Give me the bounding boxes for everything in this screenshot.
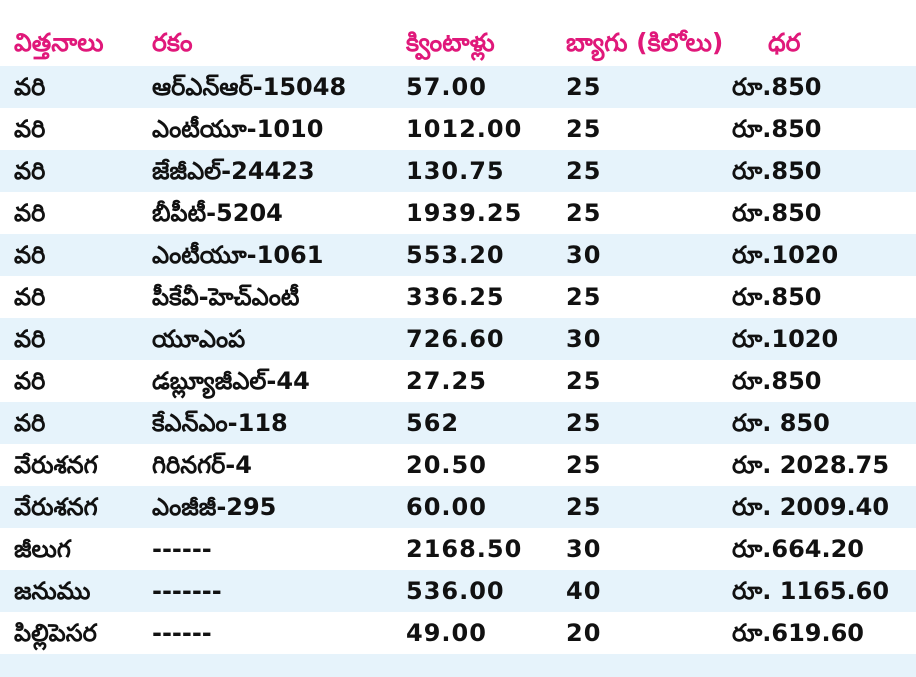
table-row: వరి కేఎన్ఎం-118 562 25 రూ. 850 (0, 402, 916, 444)
cell-seed: జనుము (14, 577, 91, 605)
table-row: వరి పీకేవీ-హెచ్ఎంటీ 336.25 25 రూ.850 (0, 276, 916, 318)
cell-seed: వరి (14, 367, 46, 395)
cell-price: రూ.850 (732, 283, 822, 311)
header-price: ధర (768, 28, 801, 57)
cell-price: రూ. 2009.40 (732, 493, 890, 521)
cell-variety: ------ (152, 619, 212, 647)
table-body: వరి ఆర్ఎన్ఆర్-15048 57.00 25 రూ.850 వరి … (0, 66, 916, 654)
cell-seed: జీలుగ (14, 535, 71, 563)
cell-price: రూ.850 (732, 199, 822, 227)
cell-variety: గిరినగర్-4 (152, 451, 252, 479)
cell-price: రూ.850 (732, 157, 822, 185)
cell-quintals: 562 (406, 409, 460, 437)
table-row: జీలుగ ------ 2168.50 30 రూ.664.20 (0, 528, 916, 570)
cell-bags: 30 (566, 535, 602, 563)
cell-variety: డబ్ల్యూజీఎల్-44 (152, 367, 310, 395)
cell-seed: వరి (14, 115, 46, 143)
cell-variety: యూఎంప (152, 325, 246, 353)
cell-quintals: 27.25 (406, 367, 487, 395)
cell-quintals: 130.75 (406, 157, 505, 185)
cell-seed: వరి (14, 73, 46, 101)
cell-bags: 30 (566, 241, 602, 269)
cell-variety: ------ (152, 535, 212, 563)
header-seed: విత్తనాలు (14, 28, 104, 57)
table-row: వరి జేజీఎల్-24423 130.75 25 రూ.850 (0, 150, 916, 192)
table-row: వరి ఎంటీయూ-1061 553.20 30 రూ.1020 (0, 234, 916, 276)
cell-quintals: 553.20 (406, 241, 505, 269)
cell-price: రూ.1020 (732, 325, 839, 353)
cell-bags: 20 (566, 619, 602, 647)
header-bags: బ్యాగు (కిలోలు) (566, 28, 724, 57)
cell-variety: బీపీటీ-5204 (152, 199, 283, 227)
cell-bags: 25 (566, 283, 602, 311)
cell-seed: వరి (14, 325, 46, 353)
cell-variety: ------- (152, 577, 222, 605)
cell-price: రూ.850 (732, 73, 822, 101)
cell-seed: వరి (14, 199, 46, 227)
cell-price: రూ.1020 (732, 241, 839, 269)
cell-price: రూ. 1165.60 (732, 577, 890, 605)
cell-price: రూ.619.60 (732, 619, 864, 647)
cell-quintals: 1939.25 (406, 199, 523, 227)
cell-bags: 25 (566, 409, 602, 437)
header-variety: రకం (152, 28, 193, 57)
header-quintals: క్వింటాళ్లు (406, 28, 495, 57)
cell-bags: 25 (566, 199, 602, 227)
cell-quintals: 536.00 (406, 577, 505, 605)
table-row: పిల్లిపెసర ------ 49.00 20 రూ.619.60 (0, 612, 916, 654)
cell-price: రూ.850 (732, 115, 822, 143)
cell-bags: 25 (566, 157, 602, 185)
cell-bags: 30 (566, 325, 602, 353)
table-footer-stripe (0, 654, 916, 677)
cell-quintals: 1012.00 (406, 115, 523, 143)
cell-bags: 25 (566, 73, 602, 101)
cell-seed: వరి (14, 283, 46, 311)
cell-quintals: 49.00 (406, 619, 487, 647)
cell-variety: కేఎన్ఎం-118 (152, 409, 288, 437)
cell-seed: వేరుశనగ (14, 451, 98, 479)
cell-quintals: 57.00 (406, 73, 487, 101)
cell-quintals: 726.60 (406, 325, 505, 353)
table-row: వరి యూఎంప 726.60 30 రూ.1020 (0, 318, 916, 360)
cell-seed: పిల్లిపెసర (14, 619, 97, 647)
cell-bags: 25 (566, 367, 602, 395)
table-row: వరి ఎంటీయూ-1010 1012.00 25 రూ.850 (0, 108, 916, 150)
cell-bags: 25 (566, 493, 602, 521)
cell-seed: వేరుశనగ (14, 493, 98, 521)
table-row: జనుము ------- 536.00 40 రూ. 1165.60 (0, 570, 916, 612)
table-row: వరి ఆర్ఎన్ఆర్-15048 57.00 25 రూ.850 (0, 66, 916, 108)
cell-variety: ఎంటీయూ-1010 (152, 115, 324, 143)
table-header-row: విత్తనాలు రకం క్వింటాళ్లు బ్యాగు (కిలోలు… (0, 20, 916, 66)
cell-bags: 25 (566, 115, 602, 143)
cell-seed: వరి (14, 241, 46, 269)
cell-quintals: 336.25 (406, 283, 505, 311)
cell-price: రూ.850 (732, 367, 822, 395)
cell-variety: పీకేవీ-హెచ్ఎంటీ (152, 283, 300, 311)
cell-price: రూ. 850 (732, 409, 830, 437)
cell-variety: జేజీఎల్-24423 (152, 157, 315, 185)
cell-variety: ఎంటీయూ-1061 (152, 241, 324, 269)
table-row: వేరుశనగ ఎంజీజీ-295 60.00 25 రూ. 2009.40 (0, 486, 916, 528)
cell-bags: 25 (566, 451, 602, 479)
table-row: వరి బీపీటీ-5204 1939.25 25 రూ.850 (0, 192, 916, 234)
cell-price: రూ. 2028.75 (732, 451, 890, 479)
cell-seed: వరి (14, 409, 46, 437)
table-row: వరి డబ్ల్యూజీఎల్-44 27.25 25 రూ.850 (0, 360, 916, 402)
table-row: వేరుశనగ గిరినగర్-4 20.50 25 రూ. 2028.75 (0, 444, 916, 486)
cell-quintals: 20.50 (406, 451, 487, 479)
cell-price: రూ.664.20 (732, 535, 864, 563)
cell-bags: 40 (566, 577, 602, 605)
cell-quintals: 2168.50 (406, 535, 523, 563)
cell-variety: ఎంజీజీ-295 (152, 493, 277, 521)
cell-variety: ఆర్ఎన్ఆర్-15048 (152, 73, 347, 101)
cell-seed: వరి (14, 157, 46, 185)
cell-quintals: 60.00 (406, 493, 487, 521)
